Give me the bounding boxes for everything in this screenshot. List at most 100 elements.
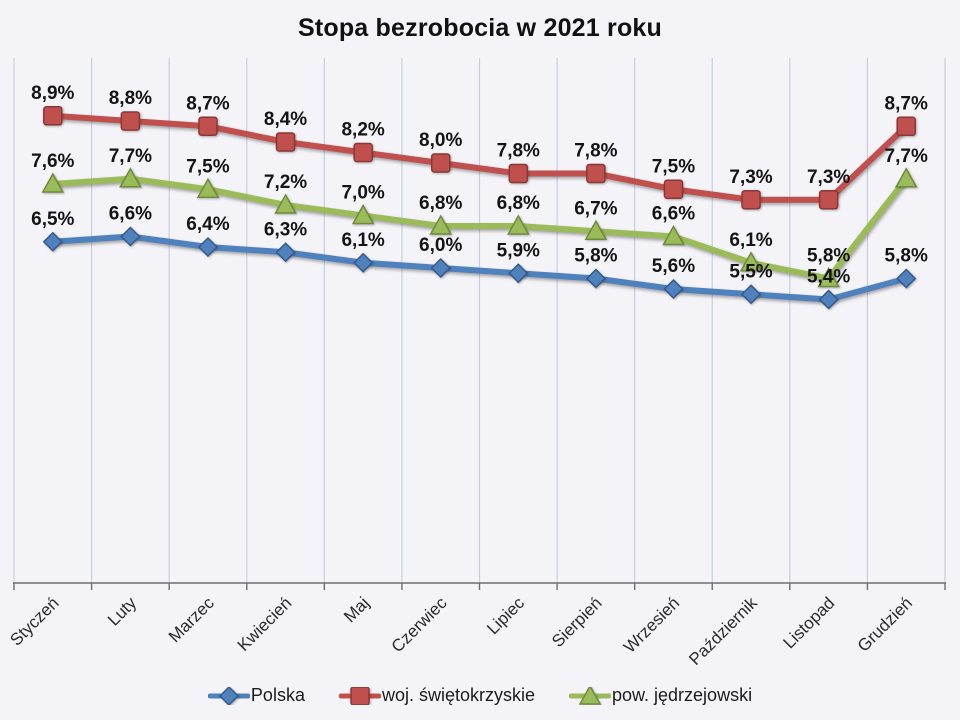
data-label: 6,5% — [31, 209, 74, 230]
data-label: 6,7% — [574, 198, 617, 219]
series-line-1 — [49, 112, 910, 203]
data-point-marker-diamond — [197, 236, 219, 258]
legend-label-pow-jedrzejowski: pow. jędrzejowski — [612, 685, 753, 705]
x-axis-label: Styczeń — [6, 593, 62, 649]
data-point-marker-square — [896, 116, 916, 136]
data-point-marker-diamond — [430, 257, 451, 279]
data-point-marker-diamond — [818, 289, 839, 310]
data-label: 8,0% — [419, 130, 462, 151]
data-label: 6,1% — [341, 230, 384, 251]
data-label: 7,5% — [652, 156, 695, 177]
data-point-marker-square — [430, 153, 451, 173]
x-axis-label: Sierpień — [548, 593, 606, 651]
data-label: 8,8% — [109, 88, 152, 109]
x-axis-label: Lipiec — [483, 593, 528, 638]
data-point-marker-diamond — [353, 252, 374, 273]
chart-title: Stopa bezrobocia w 2021 roku — [297, 14, 663, 42]
data-label: 8,2% — [341, 120, 384, 141]
data-point-marker-diamond — [42, 231, 63, 252]
data-label: 7,7% — [109, 146, 152, 167]
x-axis-label: Wrzesień — [620, 593, 683, 656]
data-point-marker-triangle — [196, 177, 220, 198]
legend-swatch-triangle-icon — [569, 686, 611, 705]
data-point-marker-triangle — [274, 193, 297, 214]
legend-item-polska: Polska — [207, 685, 305, 706]
data-label: 6,6% — [109, 204, 152, 225]
data-point-marker-triangle — [351, 203, 375, 225]
data-label: 8,7% — [885, 93, 928, 114]
legend-label-woj-swietokrzyskie: woj. świętokrzyskie — [381, 685, 535, 705]
data-label: 6,4% — [186, 214, 229, 235]
data-label: 7,3% — [729, 167, 772, 188]
x-axis-label: Listopad — [780, 593, 839, 652]
data-label: 6,0% — [419, 235, 462, 256]
data-point-marker-triangle — [662, 224, 685, 246]
series-line-0 — [49, 233, 910, 303]
x-axis-label: Kwiecień — [234, 593, 296, 655]
data-point-marker-triangle — [119, 167, 142, 188]
data-label: 8,7% — [186, 93, 229, 114]
data-point-marker-triangle — [578, 686, 602, 705]
data-label: 5,9% — [497, 240, 540, 261]
data-point-marker-triangle — [41, 172, 65, 193]
data-point-marker-square — [508, 163, 529, 184]
data-label: 6,8% — [497, 193, 540, 214]
data-label: 6,1% — [729, 230, 772, 251]
data-point-marker-square — [586, 163, 606, 184]
data-point-marker-diamond — [740, 284, 762, 305]
data-point-marker-triangle — [584, 219, 608, 240]
data-label: 5,6% — [652, 256, 695, 277]
data-point-marker-diamond — [120, 226, 141, 247]
data-point-marker-triangle — [507, 214, 530, 235]
x-axis-label: Październik — [685, 593, 761, 669]
data-point-marker-square — [198, 116, 218, 136]
data-label: 7,6% — [31, 151, 74, 172]
data-label: 5,8% — [885, 246, 928, 267]
data-label: 8,4% — [264, 109, 307, 130]
data-point-marker-triangle — [429, 214, 452, 235]
data-label: 6,6% — [652, 204, 695, 225]
data-label: 7,7% — [885, 146, 928, 167]
data-label: 8,9% — [31, 83, 74, 104]
legend-label-polska: Polska — [250, 685, 305, 705]
data-point-marker-diamond — [508, 263, 529, 284]
data-point-marker-diamond — [275, 242, 296, 263]
data-point-marker-square — [741, 190, 761, 210]
data-point-marker-square — [120, 111, 141, 131]
legend-item-pow-jedrzejowski: pow. jędrzejowski — [569, 685, 752, 706]
data-point-marker-diamond — [896, 268, 917, 289]
data-label: 5,8% — [807, 246, 850, 267]
data-point-marker-triangle — [739, 251, 763, 272]
data-label: 6,3% — [264, 219, 307, 240]
data-point-marker-square — [663, 179, 684, 199]
data-label: 5,4% — [807, 267, 850, 288]
legend-swatch-square-icon — [338, 686, 381, 705]
data-label: 7,8% — [574, 141, 617, 162]
x-axis-label: Czerwiec — [388, 593, 451, 656]
data-label: 6,8% — [419, 193, 462, 214]
data-point-marker-square — [350, 686, 370, 705]
data-label: 5,5% — [729, 261, 772, 282]
data-point-marker-triangle — [894, 167, 918, 188]
data-point-marker-square — [43, 106, 63, 126]
data-point-marker-diamond — [218, 686, 239, 705]
data-label: 7,8% — [497, 141, 540, 162]
x-axis-label: Marzec — [165, 593, 218, 646]
data-point-marker-diamond — [663, 278, 684, 300]
data-label: 7,0% — [341, 183, 384, 204]
data-point-marker-square — [275, 132, 296, 152]
data-point-marker-diamond — [585, 268, 606, 289]
x-axis-label: Luty — [104, 593, 141, 630]
legend-swatch-diamond-icon — [207, 686, 250, 705]
data-label: 7,3% — [807, 167, 850, 188]
data-point-marker-triangle — [817, 266, 840, 288]
data-point-marker-square — [818, 190, 839, 210]
series-line-2 — [49, 175, 910, 282]
x-axis-label: Grudzień — [854, 593, 916, 655]
data-point-marker-square — [353, 142, 373, 163]
chart-legend: Polska woj. świętokrzyskie pow. jędrzejo… — [0, 685, 960, 706]
data-label: 7,2% — [264, 172, 307, 193]
x-axis-label: Maj — [340, 593, 373, 626]
